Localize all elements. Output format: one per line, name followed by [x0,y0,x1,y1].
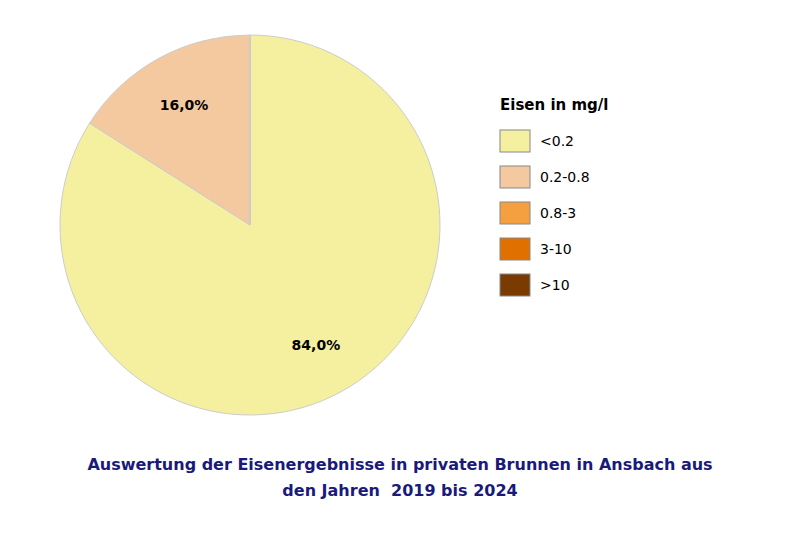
pie-slice [60,35,440,415]
title-line: Auswertung der Eisenergebnisse in privat… [87,455,712,474]
title: Auswertung der Eisenergebnisse in privat… [87,455,712,500]
legend-swatch [500,166,530,188]
legend-swatch [500,130,530,152]
legend-label: 3-10 [540,241,572,257]
title-line: den Jahren 2019 bis 2024 [282,481,517,500]
pie [60,35,440,415]
pie-slice [249,35,250,225]
legend-label: 0.2-0.8 [540,169,590,185]
data-label: 84,0% [292,337,341,353]
pie-slice [249,35,250,225]
legend-swatch [500,202,530,224]
legend-label: <0.2 [540,133,574,149]
legend-swatch [500,274,530,296]
legend: Eisen in mg/l <0.2 0.2-0.8 0.8-3 3-10 >10 [500,96,608,296]
legend-swatch [500,238,530,260]
legend-label: >10 [540,277,570,293]
pie-slice [90,35,250,225]
data-label: 16,0% [160,97,209,113]
legend-title: Eisen in mg/l [500,96,608,114]
chart: 84,0% 16,0% Eisen in mg/l <0.2 0.2-0.8 0.8-3 3… [0,0,800,554]
data-labels: 84,0% 16,0% [160,97,340,353]
legend-label: 0.8-3 [540,205,576,221]
pie-slice [249,35,250,225]
